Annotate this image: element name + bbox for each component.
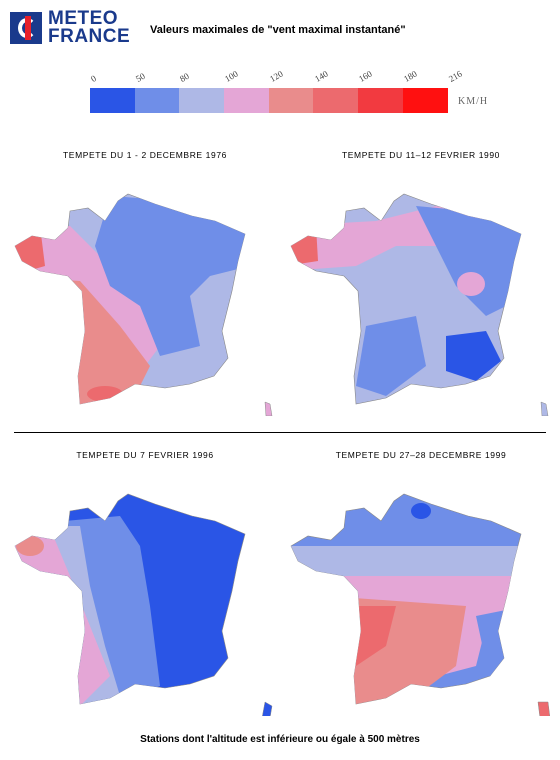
color-scale-legend: 0 50 80 100 120 140 160 180 216 KM/H [89, 62, 510, 116]
map-title-1976: TEMPETE DU 1 - 2 DECEMBRE 1976 [63, 150, 227, 160]
legend-tick: 100 [223, 68, 240, 84]
legend-swatch [268, 88, 314, 113]
meteo-france-logo-mark [10, 12, 42, 44]
map-1999 [290, 493, 551, 716]
map-title-1999: TEMPETE DU 27–28 DECEMBRE 1999 [335, 450, 507, 460]
legend-swatch [313, 88, 359, 113]
legend-tick: 160 [357, 68, 374, 84]
legend-swatch [179, 88, 225, 113]
legend-tick: 80 [178, 70, 192, 84]
divider [14, 432, 546, 433]
meteo-france-logo: METEO FRANCE [10, 8, 131, 48]
map-1996 [14, 493, 273, 716]
legend-swatch [402, 88, 448, 113]
legend-swatch [90, 88, 135, 113]
map-title-1996: TEMPETE DU 7 FEVRIER 1996 [76, 450, 214, 460]
legend-swatch [224, 88, 269, 113]
legend-tick: 120 [267, 68, 285, 84]
logo-line-2: FRANCE [48, 26, 131, 47]
legend-tick: 180 [401, 68, 419, 84]
legend-tick: 0 [89, 73, 98, 84]
map-panel-1976: TEMPETE DU 1 - 2 DECEMBRE 1976 [10, 150, 280, 420]
map-panel-1990: TEMPETE DU 11–12 FEVRIER 1990 [286, 150, 556, 420]
map-1976 [14, 193, 273, 416]
legend-swatch [358, 88, 403, 113]
legend-unit: KM/H [458, 96, 489, 107]
map-panel-1999: TEMPETE DU 27–28 DECEMBRE 1999 [286, 450, 556, 720]
legend-tick: 216 [446, 68, 464, 84]
legend-swatch [134, 88, 180, 113]
legend-swatches [90, 88, 448, 113]
logo-line-1: METEO [48, 8, 119, 29]
caption: Stations dont l'altitude est inférieure … [140, 734, 420, 745]
map-1990 [290, 193, 549, 416]
map-title-1990: TEMPETE DU 11–12 FEVRIER 1990 [341, 150, 501, 160]
map-panel-1996: TEMPETE DU 7 FEVRIER 1996 [10, 450, 280, 720]
legend-tick: 140 [312, 68, 330, 84]
legend-tick: 50 [133, 70, 147, 84]
page-title: Valeurs maximales de "vent maximal insta… [150, 24, 406, 36]
logo-wordmark: METEO FRANCE [48, 8, 131, 47]
